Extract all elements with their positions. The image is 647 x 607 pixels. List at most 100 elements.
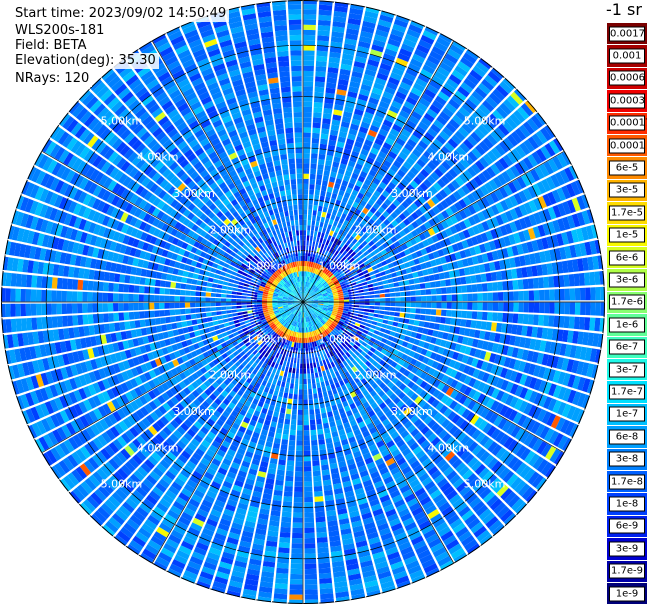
data-gate [578,316,586,330]
data-gate [304,332,307,338]
data-gate [374,77,387,86]
data-gate [348,7,364,16]
data-gate [426,127,438,138]
data-gate [327,144,336,152]
data-gate [358,262,366,269]
data-gate [451,309,457,318]
data-gate [438,130,450,141]
data-gate [494,189,504,201]
data-gate [466,256,474,266]
data-gate [311,143,319,149]
data-gate [502,280,509,291]
data-gate [276,567,290,574]
data-gate [347,182,355,190]
data-gate [370,44,384,53]
data-gate [467,150,478,162]
data-gate [296,435,303,441]
data-gate [317,14,332,21]
data-gate [396,182,406,191]
data-gate [290,573,303,580]
data-gate [330,254,336,261]
data-gate [364,236,372,244]
data-gate [379,62,392,72]
data-gate [379,146,390,155]
data-gate [341,179,349,187]
data-gate [338,299,345,302]
data-gate [306,295,311,299]
data-gate [513,88,527,102]
data-gate [403,142,414,152]
data-gate [326,251,331,258]
data-gate [370,243,378,251]
data-gate [419,154,430,164]
data-gate [459,157,470,169]
data-gate [445,122,457,134]
data-gate [435,308,442,316]
data-gate [422,254,430,262]
data-gate [575,179,585,194]
data-gate [324,159,333,167]
data-gate [422,150,433,161]
data-gate [379,302,386,306]
data-gate [526,240,534,253]
data-gate [537,276,544,289]
data-gate [564,245,572,259]
data-gate [303,260,305,267]
data-gate [559,246,567,260]
data-gate [383,47,398,57]
data-gate [315,263,320,270]
data-gate [369,124,380,133]
data-gate [305,271,308,277]
data-gate [488,92,502,105]
data-gate [363,178,372,186]
data-gate [518,124,531,138]
data-gate [541,236,549,250]
data-gate [435,36,451,48]
data-gate [316,30,330,37]
data-gate [414,144,425,154]
data-gate [410,86,423,97]
data-gate [438,110,451,122]
data-gate [563,315,570,329]
data-gate [456,60,471,73]
data-gate [304,558,317,564]
data-gate [536,264,543,276]
data-gate [415,101,428,112]
data-gate [308,277,311,283]
data-gate [316,276,321,282]
data-gate [523,201,533,215]
data-gate [328,51,341,59]
data-gate [321,211,327,218]
data-gate [513,290,519,301]
data-gate [309,173,316,180]
data-gate [332,231,338,238]
data-gate [369,294,375,299]
data-gate [279,531,291,538]
data-gate [367,240,375,247]
data-gate [459,249,467,259]
data-gate [453,201,463,212]
data-gate [436,222,445,232]
data-gate [444,171,454,182]
data-gate [334,272,341,278]
data-gate [549,288,555,301]
data-gate [336,173,344,180]
data-gate [315,220,320,227]
data-gate [517,230,526,243]
data-gate [527,227,536,240]
data-gate [510,91,524,105]
data-gate [327,294,334,297]
data-gate [352,253,359,260]
data-gate [331,287,337,291]
data-gate [323,244,328,251]
data-gate [502,77,516,91]
data-gate [360,25,375,34]
data-gate [330,242,337,249]
data-gate [321,469,331,476]
data-gate [487,302,494,311]
data-gate [356,250,363,257]
data-gate [304,292,307,298]
data-gate [461,284,468,293]
data-gate [503,183,513,196]
data-gate [437,90,450,102]
